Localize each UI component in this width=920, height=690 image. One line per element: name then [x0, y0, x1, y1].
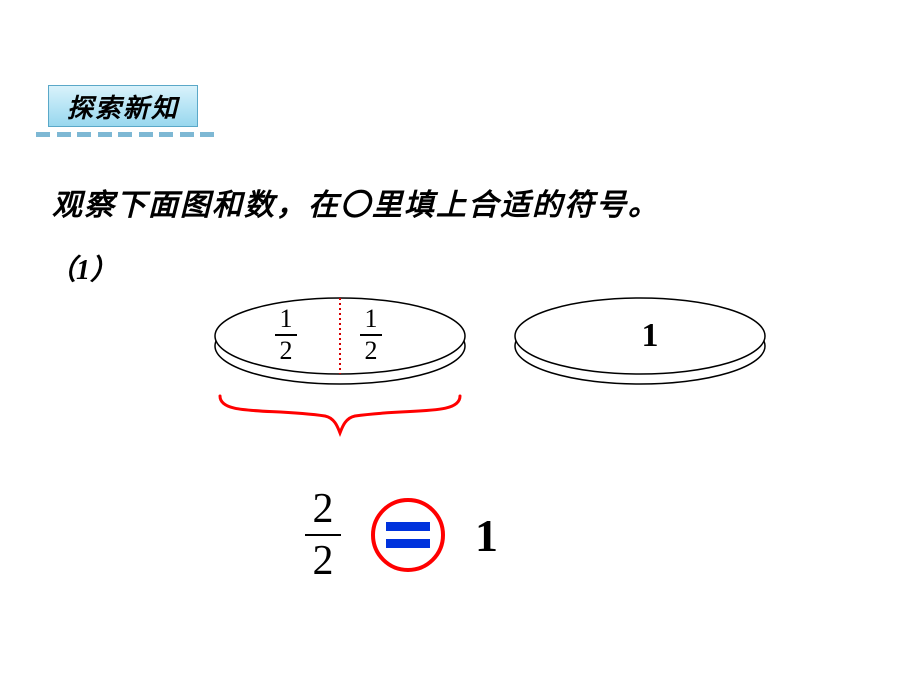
section-heading-box: 探索新知 [48, 85, 198, 127]
answer-circle [371, 498, 445, 572]
left-disk [215, 298, 465, 384]
bottom-one: 1 [475, 509, 498, 562]
left-half-fraction-2: 1 2 [360, 306, 382, 364]
equation-row: 2 2 1 [305, 488, 498, 582]
left-half-fraction-1: 1 2 [275, 306, 297, 364]
equals-sign-bar-top [386, 522, 430, 531]
red-brace [220, 396, 460, 433]
section-heading: 探索新知 [67, 88, 179, 125]
bottom-fraction: 2 2 [305, 488, 341, 582]
heading-underline [36, 132, 214, 144]
right-disk-label: 1 [642, 317, 659, 354]
disk-diagram: 1 2 1 2 1 [210, 288, 790, 488]
equals-sign-bar-bottom [386, 539, 430, 548]
instruction-text: 观察下面图和数，在〇里填上合适的符号。 [52, 180, 660, 224]
sub-number: （1） [48, 248, 118, 288]
right-disk [515, 298, 765, 384]
